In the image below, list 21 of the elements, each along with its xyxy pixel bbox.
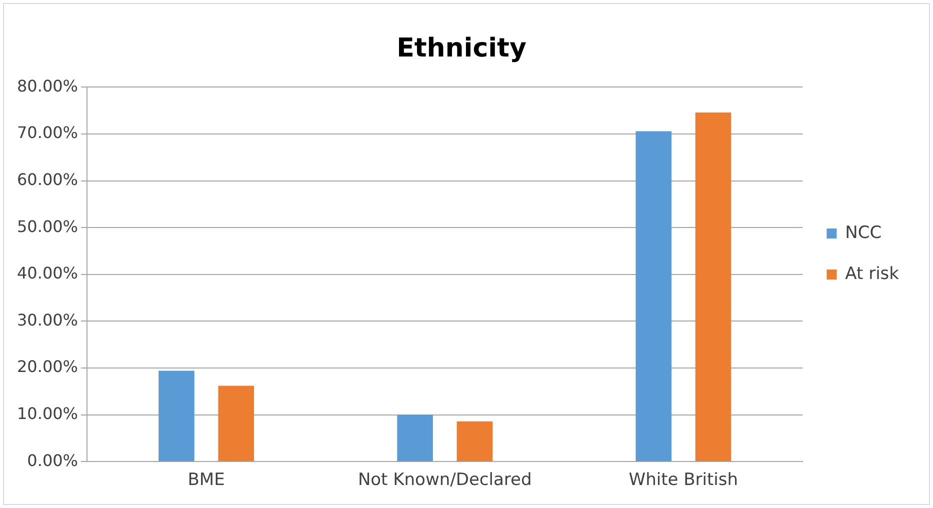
y-tick-label: 40.00% — [16, 264, 78, 283]
y-tick-label: 20.00% — [16, 357, 78, 376]
bar — [218, 386, 254, 462]
x-tick-label: White British — [628, 470, 738, 490]
y-tick-label: 70.00% — [16, 123, 78, 142]
y-tick-label: 50.00% — [16, 216, 78, 236]
y-tick-label: 0.00% — [27, 450, 78, 470]
y-tick-label: 30.00% — [16, 310, 78, 330]
bar — [695, 112, 732, 462]
bar — [397, 414, 433, 462]
x-tick-label: BME — [188, 470, 225, 490]
y-tick-label: 60.00% — [16, 170, 78, 189]
bar — [158, 370, 194, 462]
legend-label: NCC — [845, 222, 882, 243]
y-tick-label: 10.00% — [16, 404, 78, 423]
bar — [636, 131, 672, 462]
legend-label: At risk — [845, 264, 900, 284]
y-tick-label: 80.00% — [16, 76, 78, 96]
bar — [456, 421, 493, 462]
chart-title: Ethnicity — [396, 33, 526, 64]
x-tick-label: Not Known/Declared — [358, 470, 532, 490]
